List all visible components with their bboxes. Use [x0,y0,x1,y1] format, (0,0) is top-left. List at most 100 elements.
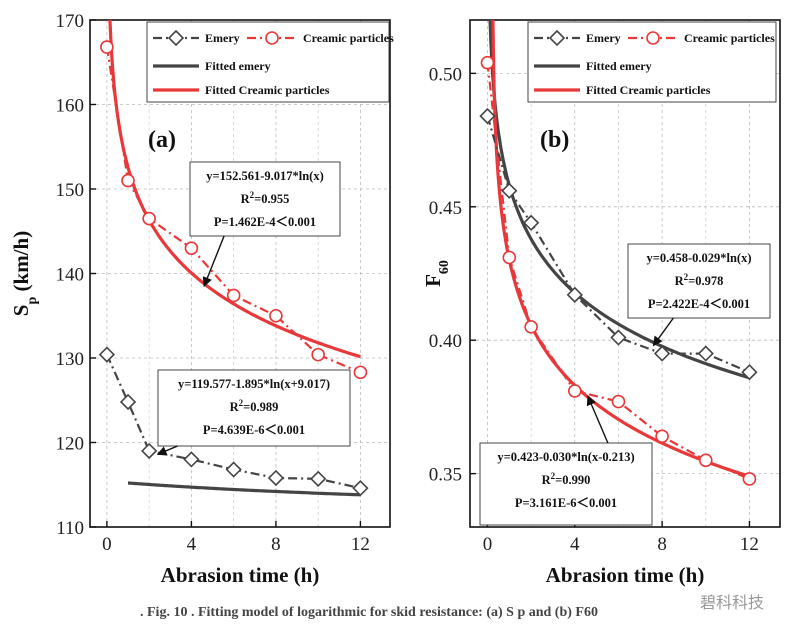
data-point-diamond [479,107,496,125]
x-tick-label: 12 [351,534,370,555]
data-point-circle [524,320,538,334]
fit-curve [108,20,361,359]
data-point-circle [698,453,713,468]
legend-swatch-diamond [167,29,185,47]
data-point-circle [480,55,495,70]
data-point-diamond [610,329,627,346]
data-point-circle [655,429,669,444]
data-point-diamond [141,442,158,460]
fit-curve [128,481,361,497]
annotation-frame [189,161,341,237]
panel-label: (a) [148,127,176,153]
y-tick-label: 0.40 [429,331,462,352]
data-point-diamond [98,346,116,363]
y-axis-label-sub: 60 [437,260,452,274]
series-line [486,62,750,481]
data-point-circle [100,40,114,54]
x-tick-label: 4 [570,534,580,555]
annotation-arrow [202,235,225,288]
y-tick-label: 130 [56,349,85,370]
annotation-line: R2=0.955 [241,190,290,206]
data-point-diamond [352,479,369,497]
series-line [105,46,361,374]
annotation-line: P=2.422E-4＜0.001 [648,297,750,311]
legend-label: Fitted Creamic particles [205,83,330,97]
data-point-diamond [225,461,242,478]
data-point-circle [611,394,626,409]
data-point-circle [567,384,582,398]
panel-a: 0 4 8 12 110 120 130 140 150 160 170 Abrasion time … [9,11,394,587]
panel-b: 0 4 8 12 0.35 0.40 0.45 0.50 Abrasion time (h) F6… [421,19,781,587]
data-point-circle [502,250,517,265]
annotation-arrow [586,395,609,444]
x-tick-label: 4 [187,534,197,555]
data-point-circle [142,211,156,226]
x-tick-label: 12 [740,534,759,555]
y-tick-label: 110 [56,518,84,539]
annotation-arrow [156,445,178,456]
legend-label: Emery [586,31,621,45]
annotation-arrow [652,317,674,347]
annotation-line: P=1.462E-4＜0.001 [214,215,316,229]
fit-annotation: y=152.561-9.017*ln(x) R2=0.955 P=1.462E-4＜… [189,161,341,288]
data-point-diamond [119,393,137,411]
legend-swatch-circle [646,31,660,45]
data-point-diamond [267,469,285,487]
annotation-line: y=152.561-9.017*ln(x) [206,169,324,183]
legend-label: Creamic particles [684,31,775,45]
data-point-circle [311,347,325,362]
annotation-line: P=3.161E-6＜0.001 [515,496,617,510]
data-point-diamond [501,182,518,199]
legend-label: Fitted emery [586,59,652,73]
annotation-line: y=119.577-1.895*ln(x+9.017) [178,377,330,391]
y-tick-label: 140 [56,265,85,286]
legend-label: Creamic particles [303,31,394,45]
x-axis-label: Abrasion time (h) [546,563,705,587]
data-point-circle [742,472,757,486]
fit-annotation: y=0.423-0.030*ln(x-0.213) R2=0.990 P=3.161… [479,395,653,526]
annotation-line: R2=0.978 [675,272,724,288]
annotation-frame [479,442,653,526]
watermark-text: 碧科科技 [700,594,764,612]
data-point-diamond [653,345,671,362]
x-tick-label: 8 [657,534,667,555]
panel-label: (b) [540,127,569,153]
plot-area [486,20,750,481]
data-point-circle [184,241,199,255]
annotation-line: R2=0.989 [230,398,279,414]
x-tick-label: 0 [102,534,112,555]
data-point-circle [269,308,283,323]
annotation-line: R2=0.990 [542,471,591,487]
x-tick-label: 8 [271,534,281,555]
legend-swatch-circle [265,31,279,45]
data-point-diamond [741,364,758,381]
legend: Emery Creamic particles Fitted emery Fitted… [146,21,394,103]
annotation-frame [627,243,771,319]
y-axis-label: Sp (km/h) [9,231,40,316]
data-point-diamond [697,345,714,362]
x-axis-label: Abrasion time (h) [161,563,320,587]
data-point-circle [226,288,241,303]
y-tick-label: 120 [56,434,85,455]
y-tick-label: 0.50 [429,64,462,85]
data-point-diamond [183,451,200,468]
legend: Emery Creamic particles Fitted emery Fitted… [527,21,777,103]
legend-label: Fitted emery [205,59,271,73]
data-point-diamond [522,214,540,231]
data-point-diamond [310,470,327,487]
y-axis-label-main: F [421,274,445,287]
y-axis-label: F60 [421,260,452,287]
data-point-diamond [566,286,583,303]
fit-annotation: y=0.458-0.029*ln(x) R2=0.978 P=2.422E-4＜0.… [627,243,771,347]
annotation-line: y=0.423-0.030*ln(x-0.213) [497,450,634,464]
legend-label: Fitted Creamic particles [586,83,711,97]
fit-curve [491,20,750,478]
data-point-circle [121,173,135,188]
y-axis-label-sub: p [25,297,40,305]
y-tick-label: 160 [56,96,85,117]
y-tick-label: 150 [56,180,85,201]
fit-annotation: y=119.577-1.895*ln(x+9.017) R2=0.989 P=4.6… [156,369,351,456]
annotation-frame [157,369,351,447]
annotation-line: y=0.458-0.029*ln(x) [646,251,751,265]
